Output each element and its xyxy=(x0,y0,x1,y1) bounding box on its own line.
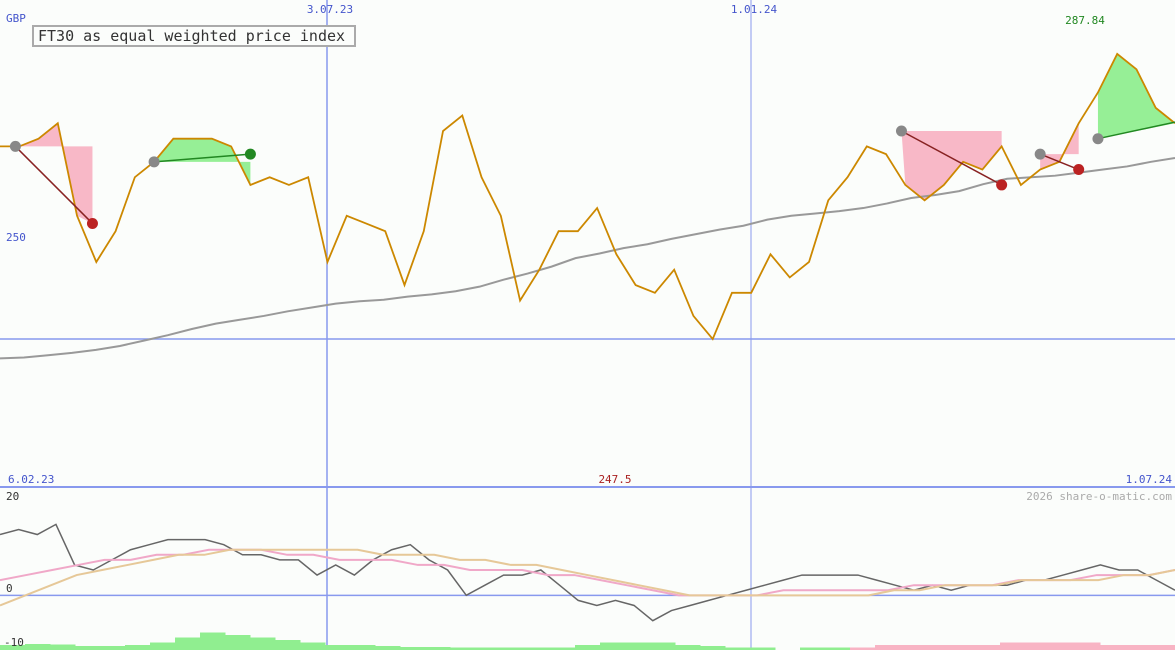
histogram-bar-41 xyxy=(1000,642,1026,650)
trade-fill-2 xyxy=(154,138,251,185)
trade-line-5 xyxy=(1097,121,1175,140)
histogram-bar-13 xyxy=(300,642,326,650)
chart-title: FT30 as equal weighted price index xyxy=(32,25,356,47)
oscillator-signal-line xyxy=(0,548,1175,597)
max-value-label: 287.84 xyxy=(1065,14,1105,27)
copyright-label: 2026 share-o-matic.com xyxy=(1026,490,1172,503)
currency-label: GBP xyxy=(6,12,26,25)
oscillator-momentum-line xyxy=(0,523,1175,622)
trade-exit-marker-1 xyxy=(86,217,98,229)
oscillator-layer xyxy=(0,523,1175,650)
trade-fill-1 xyxy=(15,123,93,224)
histogram-bar-9 xyxy=(200,632,226,650)
histogram-bar-12 xyxy=(275,640,301,650)
histogram-bar-16 xyxy=(375,646,401,650)
histogram-bar-30 xyxy=(725,647,751,650)
trade-entry-marker-2 xyxy=(148,156,160,168)
histogram-bar-25 xyxy=(600,642,626,650)
histogram-bar-34 xyxy=(825,647,851,650)
histogram-bar-8 xyxy=(175,637,201,650)
trade-exit-marker-4 xyxy=(1073,164,1085,176)
histogram-bar-29 xyxy=(700,646,726,650)
trade-line-2 xyxy=(154,153,251,163)
histogram-bar-31 xyxy=(750,647,776,650)
histogram-bar-5 xyxy=(100,646,126,650)
histogram-bar-10 xyxy=(225,635,251,650)
histogram-bar-45 xyxy=(1100,645,1126,650)
x-tick-bottom-1: 6.02.23 xyxy=(8,473,54,486)
trade-exit-marker-3 xyxy=(996,179,1008,191)
price-line xyxy=(0,52,1175,341)
histogram-bar-21 xyxy=(500,647,526,650)
trade-line-1 xyxy=(14,145,93,224)
histogram-bar-11 xyxy=(250,637,276,650)
histogram-bar-46 xyxy=(1125,645,1151,650)
price-layer xyxy=(0,52,1175,341)
x-tick-bottom-2: 1.07.24 xyxy=(1126,473,1173,486)
histogram-bar-38 xyxy=(925,645,951,650)
histogram-bar-37 xyxy=(900,645,926,650)
trade-lines-layer xyxy=(9,121,1175,229)
histogram-bar-33 xyxy=(800,647,826,650)
histogram-bar-18 xyxy=(425,647,451,650)
x-tick-top-1: 3.07.23 xyxy=(307,3,353,16)
trade-fill-3 xyxy=(901,130,1002,201)
histogram-bar-14 xyxy=(325,645,351,650)
histogram-bar-3 xyxy=(50,644,76,650)
trade-fills xyxy=(15,53,1175,224)
histogram-bar-39 xyxy=(950,645,976,650)
osc-tick-minus-10: -10 xyxy=(4,636,24,649)
x-tick-top-2: 1.01.24 xyxy=(731,3,778,16)
trade-entry-marker-3 xyxy=(895,125,907,137)
moving-average-line xyxy=(0,156,1175,360)
histogram-bar-35 xyxy=(850,647,876,650)
osc-tick-20: 20 xyxy=(6,490,19,503)
trade-exit-marker-2 xyxy=(244,148,256,160)
histogram-bar-23 xyxy=(550,647,576,650)
histogram-bar-36 xyxy=(875,645,901,650)
histogram-bar-28 xyxy=(675,645,701,650)
histogram-bar-1 xyxy=(0,645,26,650)
histogram-bar-44 xyxy=(1075,642,1101,650)
histogram-bar-19 xyxy=(450,647,476,650)
oscillator-slow-signal-line xyxy=(0,548,1175,607)
y-ref-label: 250 xyxy=(6,231,26,244)
histogram-bar-22 xyxy=(525,647,551,650)
trade-line-3 xyxy=(901,130,1002,186)
histogram-bar-4 xyxy=(75,646,101,650)
histogram-bar-40 xyxy=(975,645,1001,650)
histogram-bar-15 xyxy=(350,645,376,650)
histogram-bar-7 xyxy=(150,642,176,650)
trade-fill-5 xyxy=(1097,53,1175,139)
label-layer: GBP 3.07.23 1.01.24 287.84 250 6.02.23 2… xyxy=(4,3,1172,649)
histogram-bar-17 xyxy=(400,647,426,650)
trade-entry-marker-4 xyxy=(1034,148,1046,160)
trade-line-4 xyxy=(1039,153,1079,171)
histogram-bar-43 xyxy=(1050,642,1076,650)
histogram-bar-6 xyxy=(125,645,151,650)
trade-entry-marker-1 xyxy=(9,140,21,152)
histogram-bar-42 xyxy=(1025,642,1051,650)
trade-entry-marker-5 xyxy=(1092,133,1104,145)
histogram-bar-47 xyxy=(1150,645,1175,650)
histogram-bar-24 xyxy=(575,645,601,650)
min-value-label: 247.5 xyxy=(598,473,631,486)
histogram-bar-20 xyxy=(475,647,501,650)
histogram-bar-27 xyxy=(650,642,676,650)
histogram-bar-26 xyxy=(625,642,651,650)
osc-tick-0: 0 xyxy=(6,582,13,595)
histogram-bar-2 xyxy=(25,644,51,650)
moving-average-layer xyxy=(0,156,1175,360)
